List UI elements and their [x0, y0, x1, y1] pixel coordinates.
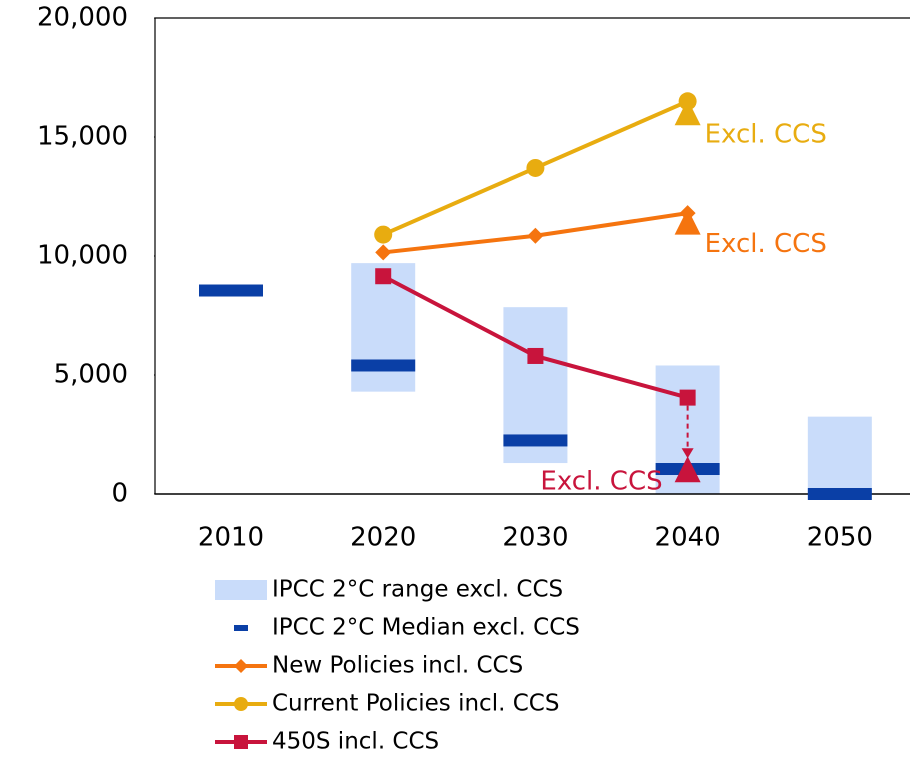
median-bar [351, 359, 416, 372]
x-tick-label: 2020 [350, 523, 416, 553]
x-tick-label: 2030 [502, 523, 568, 553]
marker [375, 244, 392, 261]
excl-ccs-marker [674, 456, 701, 483]
y-tick-label: 20,000 [37, 3, 128, 33]
x-tick-label: 2040 [655, 523, 721, 553]
marker [374, 225, 393, 244]
marker [527, 347, 544, 364]
marker [679, 389, 696, 406]
legend-label: New Policies incl. CCS [272, 653, 523, 679]
legend-label: IPCC 2°C range excl. CCS [272, 577, 563, 603]
legend-label: IPCC 2°C Median excl. CCS [272, 615, 580, 641]
median-bar [503, 434, 568, 447]
legend-swatch [234, 625, 248, 631]
excl-ccs-marker [674, 208, 701, 235]
y-tick-label: 15,000 [37, 122, 128, 152]
marker [234, 659, 248, 673]
marker [375, 268, 392, 285]
x-tick-label: 2010 [198, 523, 264, 553]
marker [234, 735, 248, 749]
arrow-head [681, 448, 694, 459]
y-tick-label: 5,000 [54, 360, 128, 390]
marker [234, 697, 248, 711]
y-tick-label: 0 [111, 479, 128, 509]
range-bar [807, 416, 872, 494]
legend-swatch [215, 580, 267, 600]
marker [527, 227, 544, 244]
annotation: Excl. CCS [705, 229, 827, 259]
x-tick-label: 2050 [807, 523, 873, 553]
median-bar [807, 488, 872, 500]
legend-label: Current Policies incl. CCS [272, 691, 559, 717]
median-bar [199, 284, 263, 297]
y-tick-label: 10,000 [37, 241, 128, 271]
annotation: Excl. CCS [540, 467, 662, 497]
legend-label: 450S incl. CCS [272, 729, 439, 755]
annotation: Excl. CCS [705, 120, 827, 150]
marker [526, 158, 545, 177]
excl-ccs-marker [674, 99, 701, 126]
